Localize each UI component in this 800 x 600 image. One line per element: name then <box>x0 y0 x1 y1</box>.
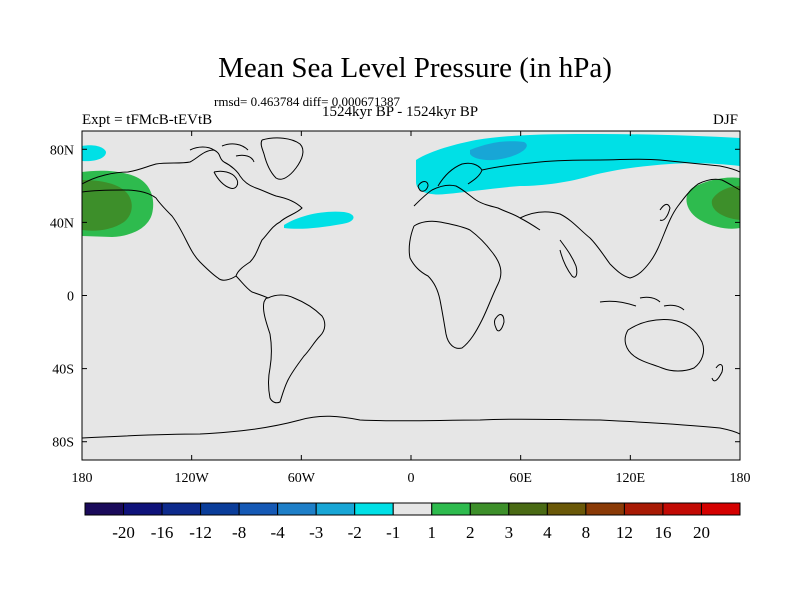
season-label: DJF <box>713 112 739 128</box>
colorbar-label: -3 <box>309 523 323 542</box>
asia-coast <box>519 178 740 279</box>
arctic-russia-coast <box>481 158 740 173</box>
shade-npac-west-core <box>82 180 132 231</box>
colorbar-label: -4 <box>271 523 286 542</box>
colorbar-label: -8 <box>232 523 246 542</box>
colorbar-swatch <box>392 502 433 516</box>
india-coast <box>559 239 578 278</box>
colorbar-swatch <box>123 502 163 516</box>
central-america-coast <box>235 275 269 299</box>
canadian-archipelago <box>189 143 255 163</box>
japan-coast <box>659 203 671 221</box>
colorbar-swatch <box>161 502 202 516</box>
lon-tick-label: 180 <box>730 471 751 486</box>
plot-title: Mean Sea Level Pressure (in hPa) <box>218 52 612 84</box>
colorbar-swatch <box>277 502 317 516</box>
colorbar-swatch <box>354 502 394 516</box>
anomaly-shading <box>82 134 740 237</box>
colorbar-label: -1 <box>386 523 400 542</box>
lat-tick-label: 80N <box>50 143 74 158</box>
shade-north-atlantic <box>284 211 354 229</box>
lon-tick-label: 120W <box>175 471 210 486</box>
latitude-axis: 80N 40N 0 40S 80S <box>50 143 740 451</box>
colorbar-label: -16 <box>151 523 174 542</box>
colorbar-label: 2 <box>466 523 475 542</box>
lon-tick-label: 180 <box>72 471 93 486</box>
scandinavia-coast <box>437 162 483 187</box>
north-america-coast <box>82 149 303 281</box>
colorbar-swatch <box>662 502 702 516</box>
australia-coast <box>624 319 705 372</box>
colorbar-swatch <box>431 502 471 516</box>
lon-tick-label: 60W <box>288 471 316 486</box>
lon-tick-label: 60E <box>509 471 532 486</box>
colorbar: -20 -16 -12 -8 -4 -3 -2 -1 1 2 3 4 8 12 16 20 <box>84 502 741 542</box>
colorbar-swatch <box>585 502 625 516</box>
british-isles-coast <box>417 181 429 192</box>
south-america-coast <box>263 294 326 404</box>
colorbar-label: 8 <box>582 523 591 542</box>
antarctica-coast <box>82 415 740 439</box>
colorbar-label: 4 <box>543 523 552 542</box>
colorbar-swatch <box>700 502 741 516</box>
colorbar-swatch <box>469 502 510 516</box>
hudson-bay-coast <box>213 170 239 189</box>
new-zealand-coast <box>711 364 723 382</box>
colorbar-label: 20 <box>693 523 710 542</box>
colorbar-swatch <box>546 502 587 516</box>
colorbar-label: -20 <box>112 523 135 542</box>
colorbar-label: 1 <box>428 523 437 542</box>
colorbar-label: 3 <box>505 523 514 542</box>
madagascar-coast <box>494 314 505 332</box>
colorbar-swatch <box>238 502 279 516</box>
lat-tick-label: 80S <box>52 436 74 451</box>
colorbar-swatch <box>84 502 125 516</box>
shade-eurasia-core <box>470 141 527 161</box>
colorbar-label: -12 <box>189 523 212 542</box>
lon-tick-label: 0 <box>408 471 415 486</box>
colorbar-label: 16 <box>654 523 671 542</box>
colorbar-swatch <box>508 502 548 516</box>
period-label: 1524kyr BP - 1524kyr BP <box>322 104 479 120</box>
lat-tick-label: 40S <box>52 363 74 378</box>
coastlines <box>82 137 740 439</box>
africa-coast <box>408 220 502 349</box>
colorbar-label: 12 <box>616 523 633 542</box>
indonesia-coast <box>599 296 685 311</box>
shade-npac-east-core <box>711 186 740 220</box>
map-background <box>82 131 740 460</box>
lon-tick-label: 120E <box>616 471 646 486</box>
colorbar-swatch <box>315 502 356 516</box>
lat-tick-label: 40N <box>50 216 74 231</box>
shade-arctic-canada <box>82 145 106 162</box>
colorbar-swatch <box>200 502 240 516</box>
colorbar-swatch <box>623 502 664 516</box>
experiment-label: Expt = tFMcB-tEVtB <box>82 112 213 128</box>
longitude-axis: 180 120W 60W 0 60E 120E 180 <box>72 131 751 486</box>
stats-label: rmsd= 0.463784 diff= 0.000671387 <box>214 94 400 109</box>
lat-tick-label: 0 <box>67 290 74 305</box>
colorbar-label: -2 <box>348 523 362 542</box>
greenland-coast <box>260 137 304 180</box>
